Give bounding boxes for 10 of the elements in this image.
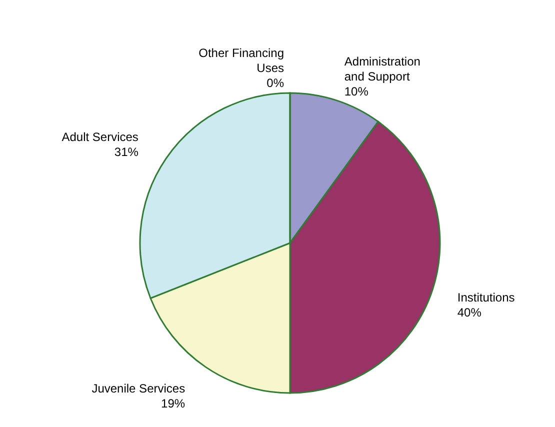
slice-label: Institutions (457, 290, 515, 304)
data-label: 40% (457, 305, 482, 320)
slice-label: Adult Services (62, 130, 138, 144)
data-label: 19% (161, 396, 186, 411)
data-label: 10% (344, 84, 369, 99)
text: 0% (266, 76, 284, 90)
data-label: 31% (114, 145, 139, 160)
category-label: Other Financing Uses (198, 46, 284, 75)
slice-label: Juvenile Services (92, 382, 186, 396)
slice-label: Administration and Support (344, 54, 420, 84)
